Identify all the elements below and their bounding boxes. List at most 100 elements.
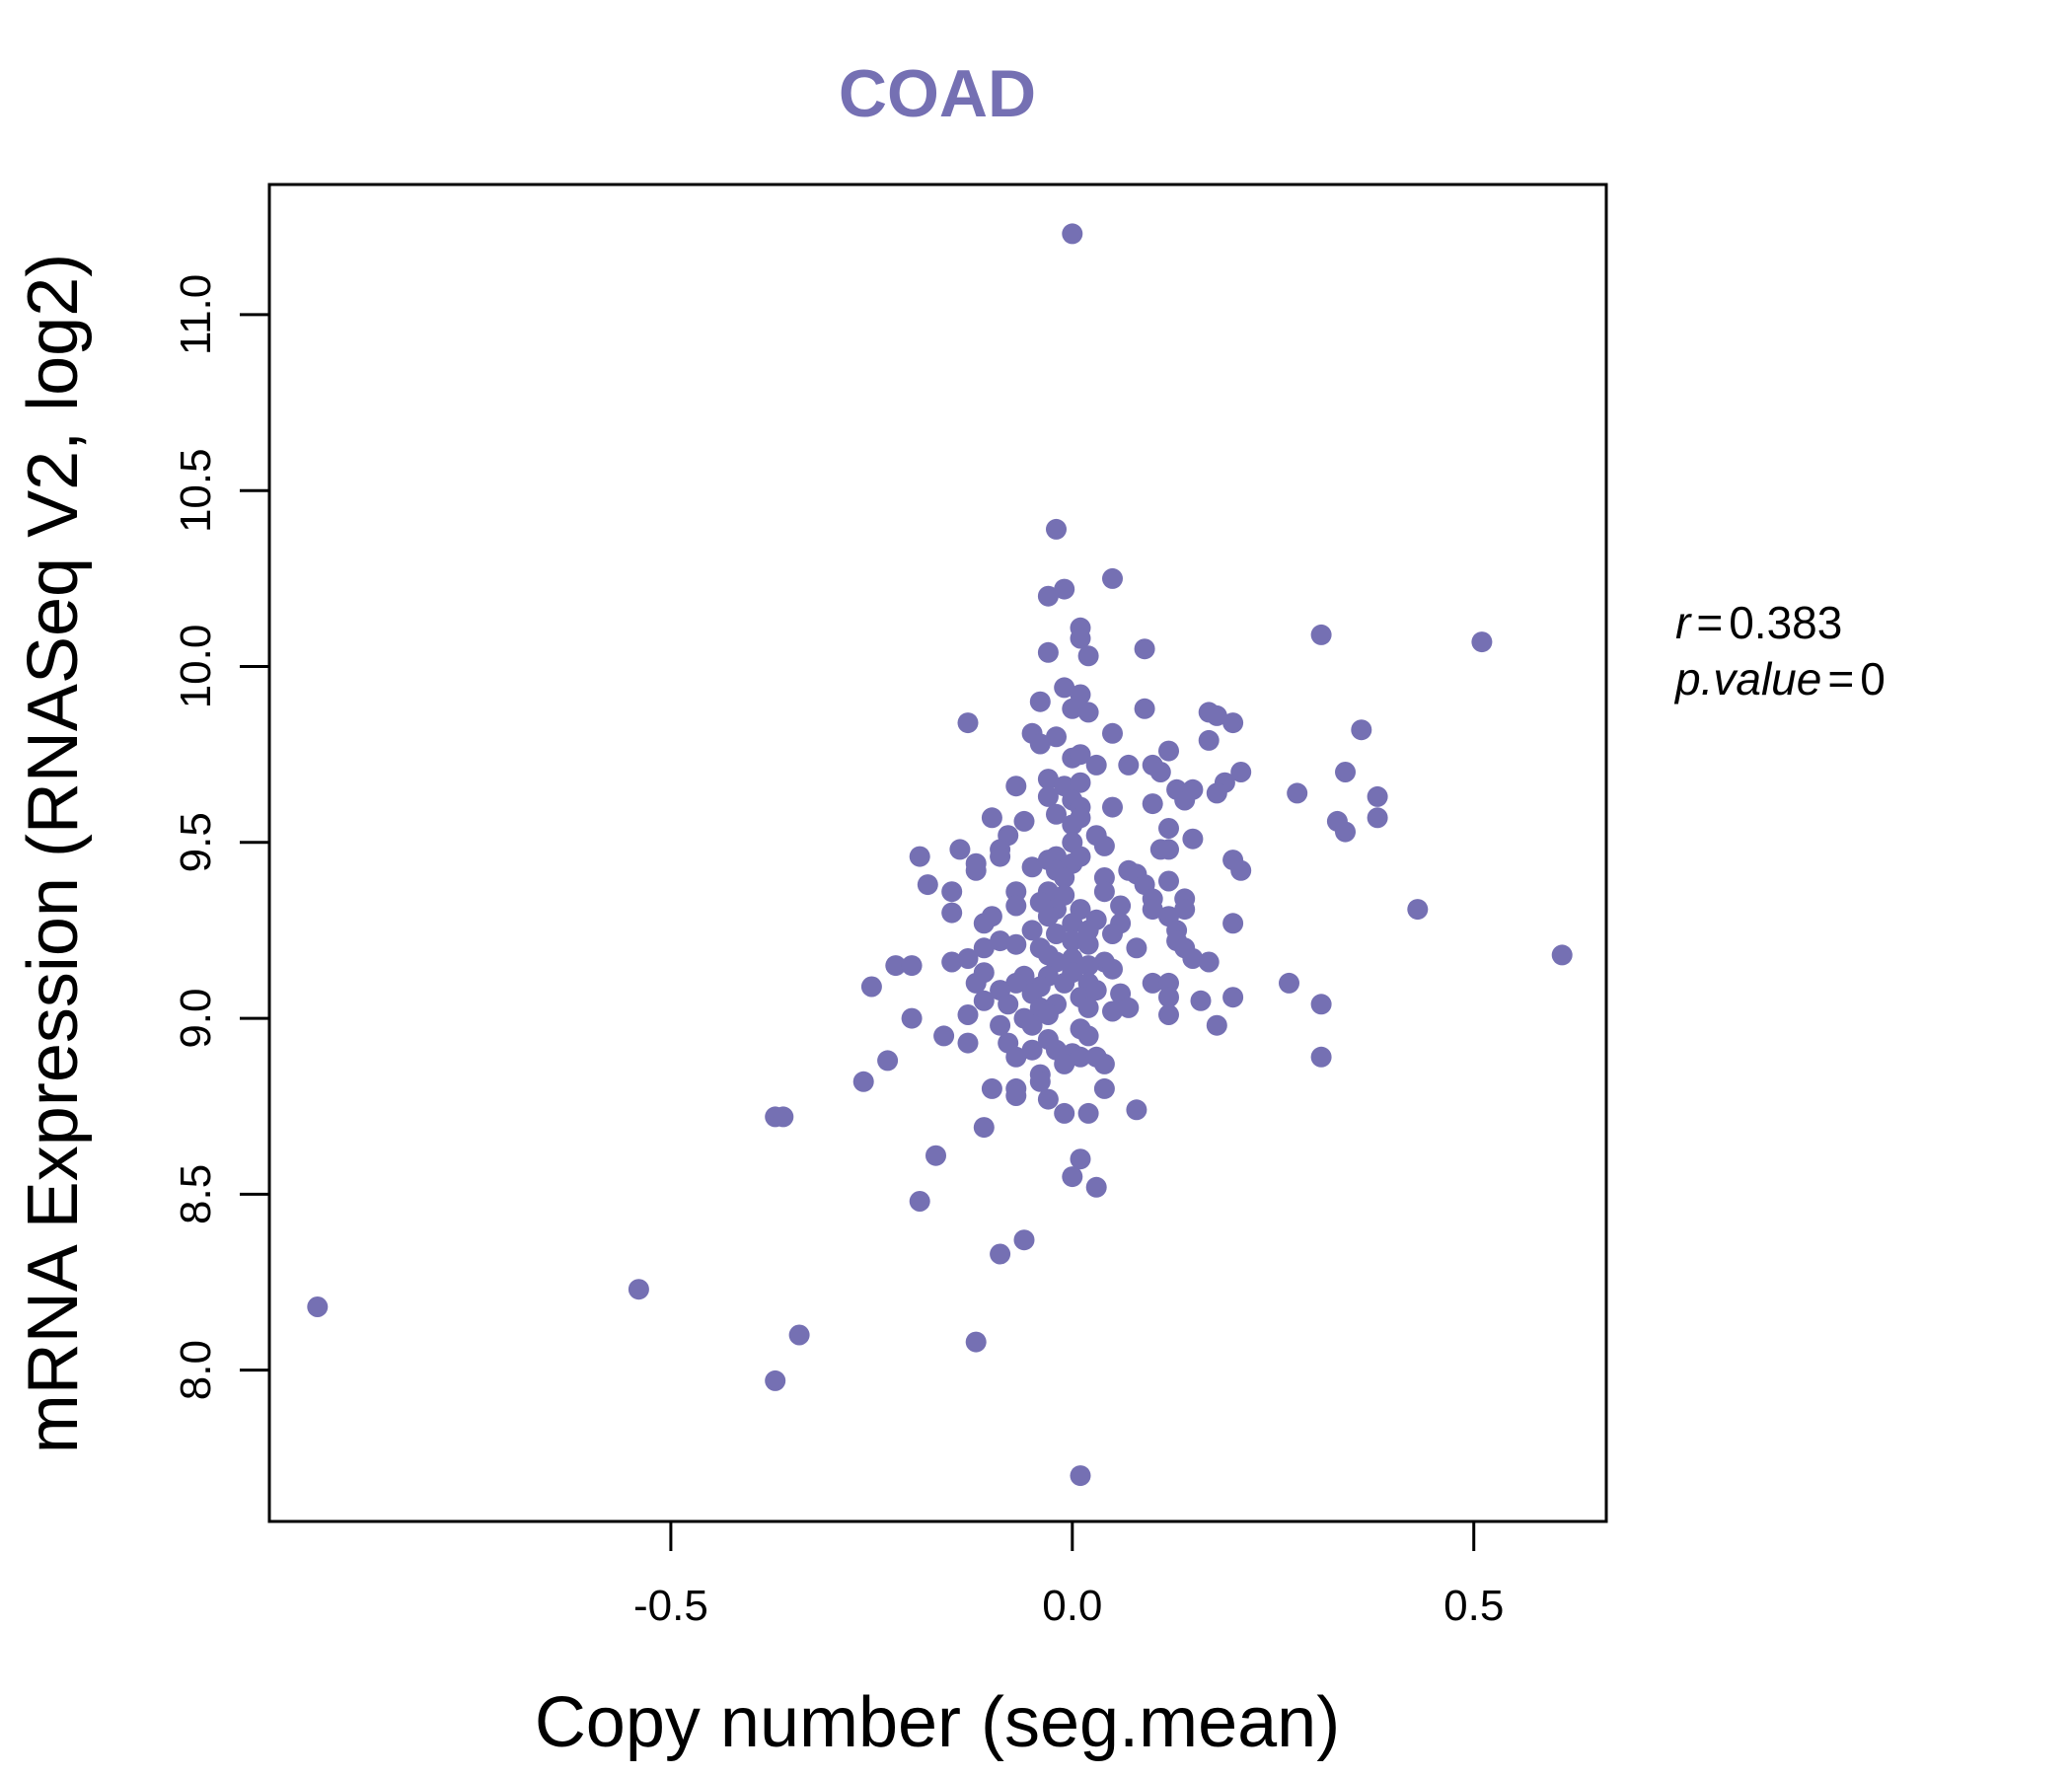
data-point-193 xyxy=(1310,1046,1332,1068)
data-points xyxy=(307,223,1573,1487)
pvalue-annotation: p.value = 0 xyxy=(1673,653,1886,704)
data-point-42 xyxy=(1287,782,1308,804)
data-point-220 xyxy=(1070,1465,1091,1487)
data-point-0 xyxy=(1062,223,1083,245)
data-point-49 xyxy=(1142,793,1163,815)
data-point-150 xyxy=(1142,972,1163,994)
data-point-214 xyxy=(990,1243,1011,1265)
data-point-173 xyxy=(1158,1004,1179,1025)
data-point-128 xyxy=(973,937,995,959)
data-point-191 xyxy=(1054,1053,1075,1074)
data-point-52 xyxy=(1182,778,1204,800)
data-point-123 xyxy=(1077,933,1099,955)
data-point-55 xyxy=(1046,803,1067,825)
data-point-160 xyxy=(1190,990,1212,1011)
data-point-112 xyxy=(1222,913,1244,934)
data-point-36 xyxy=(1037,769,1059,790)
data-point-20 xyxy=(1206,704,1227,726)
data-point-206 xyxy=(1126,1099,1147,1121)
data-point-180 xyxy=(957,1032,979,1054)
data-point-65 xyxy=(1093,835,1115,856)
data-point-12 xyxy=(1054,677,1075,699)
data-point-132 xyxy=(885,955,907,977)
data-point-115 xyxy=(1046,924,1067,944)
y-tick-label: 9.5 xyxy=(172,812,220,872)
data-point-192 xyxy=(1093,1053,1115,1074)
data-point-174 xyxy=(901,1007,923,1029)
data-point-89 xyxy=(917,874,938,896)
data-point-172 xyxy=(1102,1000,1123,1022)
data-point-23 xyxy=(1046,726,1067,748)
data-point-81 xyxy=(1230,859,1252,881)
data-point-113 xyxy=(973,913,995,934)
data-point-77 xyxy=(1070,846,1091,867)
data-point-184 xyxy=(1021,1039,1043,1061)
data-point-153 xyxy=(860,976,882,998)
data-point-164 xyxy=(998,994,1019,1015)
data-point-69 xyxy=(1182,828,1204,850)
data-point-40 xyxy=(1149,762,1171,782)
data-point-10 xyxy=(1310,624,1332,645)
data-point-162 xyxy=(1310,994,1332,1015)
y-axis-title: mRNA Expression (RNASeq V2, log2) xyxy=(14,254,93,1453)
x-tick-label: -0.5 xyxy=(633,1582,708,1630)
data-point-4 xyxy=(1102,567,1123,589)
data-point-119 xyxy=(990,930,1011,952)
x-axis: -0.5 0.0 0.5 xyxy=(633,1521,1504,1630)
data-point-179 xyxy=(933,1025,955,1047)
data-point-30 xyxy=(1085,754,1107,776)
data-point-11 xyxy=(1471,631,1493,653)
y-tick-label: 10.0 xyxy=(172,625,220,709)
data-point-200 xyxy=(1093,1077,1115,1099)
data-point-120 xyxy=(1005,933,1027,955)
y-tick-label: 8.0 xyxy=(172,1340,220,1400)
data-point-7 xyxy=(1037,641,1059,663)
data-point-217 xyxy=(788,1324,810,1346)
data-point-161 xyxy=(1222,987,1244,1008)
data-point-82 xyxy=(965,859,987,881)
data-point-54 xyxy=(1013,810,1035,832)
y-tick-label: 10.5 xyxy=(172,448,220,533)
data-point-107 xyxy=(1037,906,1059,927)
data-point-34 xyxy=(1230,762,1252,782)
data-point-9 xyxy=(1134,638,1155,660)
data-point-103 xyxy=(1174,899,1196,921)
data-point-195 xyxy=(1029,1071,1051,1092)
data-point-53 xyxy=(981,807,1002,829)
data-point-212 xyxy=(909,1191,930,1212)
data-point-38 xyxy=(1005,776,1027,797)
data-point-39 xyxy=(1070,772,1091,793)
data-point-60 xyxy=(1367,807,1388,829)
data-point-133 xyxy=(901,955,923,977)
data-point-26 xyxy=(1351,719,1372,741)
data-point-178 xyxy=(1206,1014,1227,1036)
data-point-71 xyxy=(909,846,930,867)
data-point-2 xyxy=(1054,578,1075,600)
data-point-199 xyxy=(1005,1085,1027,1106)
data-point-3 xyxy=(1037,585,1059,607)
data-point-204 xyxy=(1054,1102,1075,1124)
data-point-197 xyxy=(981,1077,1002,1099)
data-point-210 xyxy=(1062,1166,1083,1188)
data-point-88 xyxy=(1158,870,1179,892)
data-point-1 xyxy=(1046,518,1067,540)
data-point-205 xyxy=(1077,1102,1099,1124)
y-tick-label: 8.5 xyxy=(172,1164,220,1224)
data-point-175 xyxy=(990,1014,1011,1036)
data-point-117 xyxy=(1102,924,1123,944)
x-axis-title: Copy number (seg.mean) xyxy=(535,1683,1340,1762)
data-point-127 xyxy=(1551,944,1573,966)
data-point-108 xyxy=(1062,913,1083,934)
data-point-201 xyxy=(1037,1088,1059,1110)
data-point-219 xyxy=(765,1369,786,1391)
p-value: 0 xyxy=(1860,653,1886,704)
data-point-157 xyxy=(1085,980,1107,1001)
data-point-187 xyxy=(1070,1046,1091,1068)
data-point-24 xyxy=(1102,722,1123,744)
data-point-17 xyxy=(1134,698,1155,719)
data-point-207 xyxy=(973,1117,995,1139)
data-point-27 xyxy=(1029,733,1051,755)
data-point-8 xyxy=(1077,645,1099,667)
data-point-215 xyxy=(628,1279,649,1300)
